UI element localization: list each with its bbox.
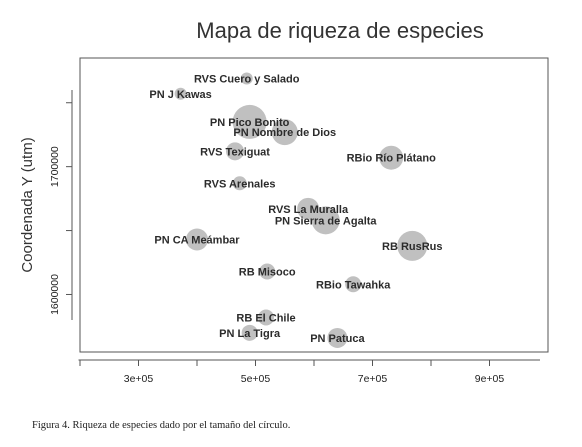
x-tick-label: 7e+05: [358, 373, 388, 385]
bubble-layer: [174, 72, 428, 348]
bubble-label: RVS Arenales: [204, 178, 276, 190]
bubble-label: PN La Tigra: [219, 328, 281, 340]
bubble-label: RB Misoco: [239, 266, 296, 278]
bubble: [259, 263, 276, 280]
y-axis: 1600000 1700000: [49, 89, 73, 321]
bubble: [379, 145, 404, 170]
bubble-label: RVS Cuero y Salado: [194, 73, 300, 85]
y-tick-label: 1700000: [49, 146, 61, 187]
figure-caption: Figura 4. Riqueza de especies dado por e…: [32, 420, 291, 431]
x-tick-label: 9e+05: [475, 373, 505, 385]
bubble: [232, 104, 267, 139]
bubble: [226, 142, 245, 161]
bubble: [345, 276, 362, 293]
bubble-label: RBio Río Plátano: [347, 153, 437, 165]
x-tick-label: 5e+05: [241, 373, 271, 385]
bubble-label-layer: RVS Cuero y Salado PN J Kawas PN Pico Boni…: [149, 73, 442, 344]
y-axis-title: Coordenada Y (utm): [19, 137, 36, 272]
bubble: [232, 176, 247, 191]
bubble-label: RBio Tawahka: [316, 279, 391, 291]
bubble: [271, 119, 298, 146]
bubble-label: PN Pico Bonito: [210, 117, 290, 129]
bubble: [174, 87, 187, 100]
y-tick-label: 1600000: [49, 274, 61, 315]
bubble-label: RB RusRus: [382, 241, 443, 253]
plot-frame: [79, 57, 549, 353]
bubble-label: RVS La Muralla: [268, 204, 349, 216]
bubble: [397, 230, 428, 261]
x-tick-label: 3e+05: [124, 373, 154, 385]
x-axis: 3e+05 5e+05 7e+05 9e+05: [78, 359, 540, 385]
bubble: [258, 309, 275, 326]
bubble: [240, 72, 253, 85]
bubble-label: PN Nombre de Dios: [233, 127, 336, 139]
chart-title: Mapa de riqueza de especies: [196, 18, 483, 43]
bubble-label: PN CA Meámbar: [154, 235, 240, 247]
bubble: [186, 228, 208, 251]
bubble-label: PN Patuca: [310, 333, 365, 345]
bubble-label: RVS Texiguat: [200, 146, 270, 158]
bubble-label: PN J Kawas: [149, 89, 211, 101]
bubble: [327, 327, 348, 348]
bubble-label: RB El Chile: [236, 312, 295, 324]
bubble-label: PN Sierra de Agalta: [275, 215, 378, 227]
bubble: [241, 324, 258, 341]
bubble: [311, 206, 340, 235]
